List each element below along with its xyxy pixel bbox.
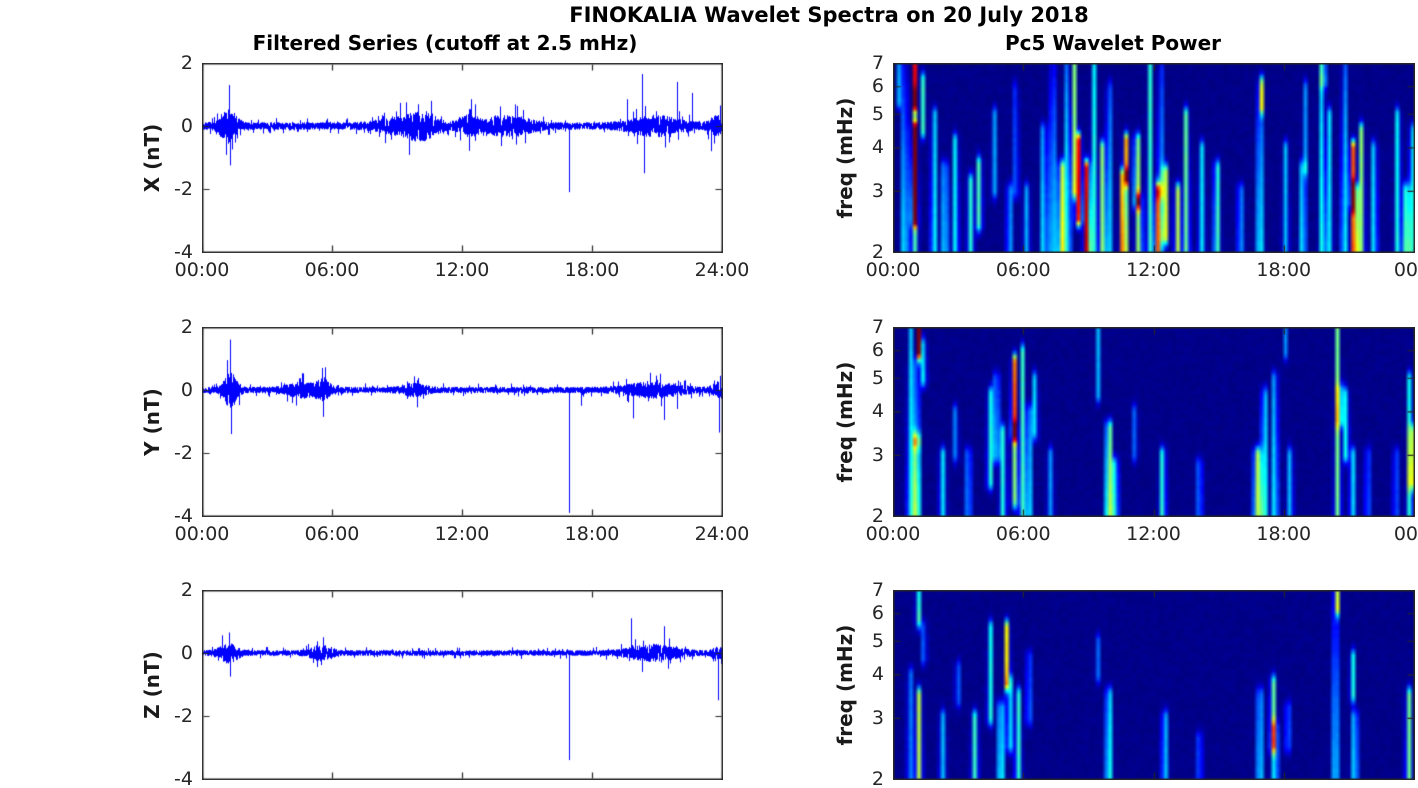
series-y-plot-canvas [202, 327, 723, 517]
wavelet-z-heatmap-canvas [893, 590, 1415, 780]
y-tick-label: -2 [174, 178, 193, 200]
x-tick-label: 12:00 [434, 259, 490, 281]
x-tick-label: 18:00 [1256, 523, 1312, 545]
wavelet-y-heatmap-canvas [893, 327, 1415, 517]
wavelet-x-heatmap-canvas [893, 63, 1415, 253]
x-tick-label: 06:00 [995, 259, 1051, 281]
x-tick-label: 06:00 [304, 523, 360, 545]
right-column-title: Pc5 Wavelet Power [1004, 31, 1222, 55]
y-tick-label: 2 [871, 505, 884, 527]
x-tick-label: 06:00 [304, 259, 360, 281]
y-tick-label: 2 [871, 768, 884, 788]
y-tick-label: 3 [871, 443, 884, 466]
y-tick-label: 6 [871, 75, 884, 98]
y-tick-label: 5 [871, 102, 884, 125]
x-tick-label: 00:00 [174, 259, 230, 281]
panel-wavelet-z [893, 590, 1415, 780]
panel-series-y [202, 327, 723, 517]
panel-series-z [202, 590, 723, 780]
y-tick-label: 5 [871, 366, 884, 389]
y-tick-label: 2 [180, 579, 193, 601]
x-tick-label: 06:00 [995, 523, 1051, 545]
y-tick-label: 2 [871, 241, 884, 263]
y-tick-label: 4 [871, 400, 884, 423]
left-column-title: Filtered Series (cutoff at 2.5 mHz) [252, 31, 638, 55]
panel-series-x [202, 63, 723, 253]
y-tick-label: -4 [174, 768, 193, 788]
panel-wavelet-x [893, 63, 1415, 253]
y-tick-label: 6 [871, 602, 884, 625]
y-tick-label: 4 [871, 663, 884, 686]
x-tick-label: 00:00 [865, 259, 921, 281]
x-tick-label: 18:00 [1256, 259, 1312, 281]
y-tick-label: 7 [871, 52, 884, 74]
y-tick-label: 6 [871, 339, 884, 362]
figure-title: FINOKALIA Wavelet Spectra on 20 July 201… [569, 3, 1089, 27]
x-tick-label: 24:00 [694, 523, 750, 545]
y-tick-label: 5 [871, 629, 884, 652]
series-x-plot-canvas [202, 63, 723, 253]
y-tick-label: 7 [871, 316, 884, 338]
y-tick-label: 2 [180, 52, 193, 74]
y-tick-label: -2 [174, 442, 193, 464]
y-tick-label: 2 [180, 316, 193, 338]
series-z-plot-canvas [202, 590, 723, 780]
y-tick-label: -4 [174, 505, 193, 527]
x-tick-label: 18:00 [564, 259, 620, 281]
y-tick-label: 7 [871, 579, 884, 601]
y-tick-label: 3 [871, 179, 884, 202]
y-tick-label: 0 [180, 379, 193, 401]
panel-wavelet-y [893, 327, 1415, 517]
y-tick-label: 3 [871, 706, 884, 729]
x-tick-label: 00 [1393, 523, 1418, 545]
y-tick-label: -2 [174, 705, 193, 727]
x-tick-label: 12:00 [1126, 523, 1181, 545]
x-tick-label: 00:00 [174, 523, 230, 545]
x-tick-label: 00:00 [865, 523, 921, 545]
x-tick-label: 18:00 [564, 523, 620, 545]
x-tick-label: 00 [1393, 259, 1418, 281]
y-tick-label: 0 [180, 115, 193, 137]
x-tick-label: 12:00 [1126, 259, 1181, 281]
x-tick-label: 24:00 [694, 259, 750, 281]
y-tick-label: 0 [180, 642, 193, 664]
x-tick-label: 12:00 [434, 523, 490, 545]
y-tick-label: 4 [871, 136, 884, 159]
y-tick-label: -4 [174, 241, 193, 263]
